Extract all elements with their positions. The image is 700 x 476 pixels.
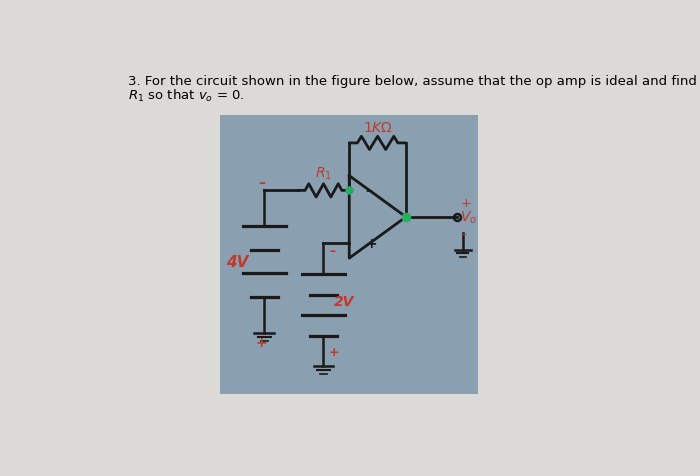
- Text: –: –: [329, 245, 335, 258]
- Text: $1K\Omega$: $1K\Omega$: [363, 120, 393, 134]
- Text: $R_1$: $R_1$: [315, 166, 332, 182]
- Text: 3. For the circuit shown in the figure below, assume that the op amp is ideal an: 3. For the circuit shown in the figure b…: [128, 74, 700, 88]
- Text: –: –: [258, 175, 265, 189]
- Text: –: –: [365, 184, 372, 198]
- Text: –: –: [460, 228, 466, 240]
- Text: +: +: [256, 335, 267, 349]
- Text: +: +: [460, 196, 471, 209]
- Text: 4V: 4V: [226, 255, 248, 269]
- Bar: [220, 116, 478, 394]
- Text: $V_o$: $V_o$: [460, 209, 477, 226]
- Text: $R_1$ so that $v_o$ = 0.: $R_1$ so that $v_o$ = 0.: [128, 88, 245, 104]
- Text: +: +: [329, 345, 340, 358]
- Text: +: +: [365, 237, 377, 251]
- Text: 2V: 2V: [335, 295, 355, 308]
